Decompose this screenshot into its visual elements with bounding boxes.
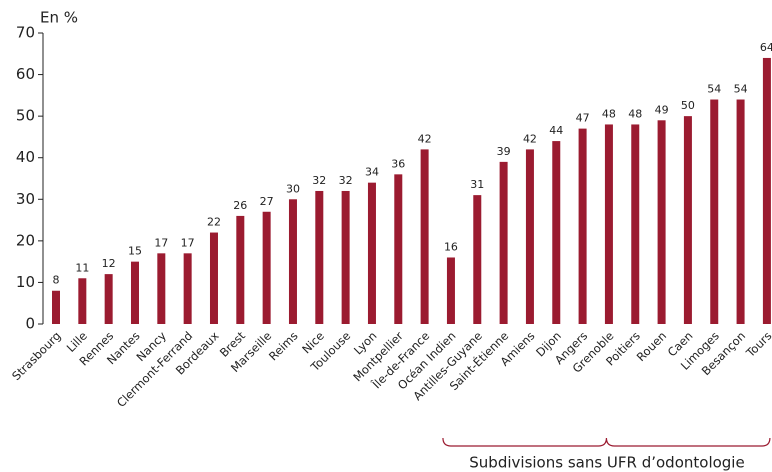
value-label: 16 bbox=[444, 240, 458, 253]
bar bbox=[446, 257, 455, 324]
bar bbox=[762, 57, 771, 324]
value-label: 11 bbox=[75, 261, 89, 274]
value-label: 48 bbox=[602, 107, 616, 120]
bar bbox=[183, 253, 192, 324]
annotation: Subdivisions sans UFR d’odontologie bbox=[469, 454, 744, 472]
value-label: 64 bbox=[760, 41, 772, 54]
bar bbox=[736, 99, 745, 324]
value-label: 47 bbox=[576, 112, 590, 125]
y-tick-label: 0 bbox=[25, 315, 35, 333]
bar bbox=[552, 141, 561, 324]
value-label: 32 bbox=[339, 174, 353, 187]
x-tick-label: Reims bbox=[266, 329, 301, 364]
bar bbox=[315, 190, 324, 324]
bar bbox=[52, 290, 60, 324]
bar bbox=[604, 124, 613, 324]
value-label: 26 bbox=[233, 199, 247, 212]
y-tick-label: 60 bbox=[16, 65, 35, 83]
x-tick-label: Rouen bbox=[634, 329, 669, 364]
bar bbox=[157, 253, 166, 324]
brace bbox=[442, 437, 771, 447]
bar bbox=[209, 232, 218, 324]
value-label: 42 bbox=[418, 132, 432, 145]
bar bbox=[341, 190, 350, 324]
bar bbox=[420, 149, 429, 324]
value-label: 17 bbox=[154, 236, 168, 249]
value-label: 50 bbox=[681, 99, 695, 112]
value-label: 8 bbox=[53, 274, 60, 287]
value-label: 36 bbox=[391, 157, 405, 170]
bar bbox=[499, 161, 508, 324]
bar bbox=[236, 215, 245, 324]
y-tick-label: 70 bbox=[16, 24, 35, 42]
value-label: 54 bbox=[707, 83, 721, 96]
bar bbox=[288, 199, 297, 324]
value-label: 27 bbox=[260, 195, 274, 208]
value-label: 42 bbox=[523, 132, 537, 145]
value-label: 44 bbox=[549, 124, 563, 137]
value-label: 32 bbox=[312, 174, 326, 187]
value-label: 15 bbox=[128, 245, 142, 258]
value-label: 22 bbox=[207, 216, 221, 229]
value-label: 12 bbox=[102, 257, 116, 270]
value-label: 48 bbox=[628, 107, 642, 120]
x-tick-label: Strasbourg bbox=[9, 329, 63, 383]
bar bbox=[104, 274, 113, 324]
bar bbox=[631, 124, 640, 324]
value-label: 31 bbox=[470, 178, 484, 191]
y-tick-label: 20 bbox=[16, 231, 35, 249]
bar bbox=[473, 195, 482, 324]
value-label: 49 bbox=[655, 103, 669, 116]
value-label: 39 bbox=[497, 145, 511, 158]
x-tick-label: Tours bbox=[743, 329, 772, 361]
bar bbox=[525, 149, 534, 324]
y-tick-label: 40 bbox=[16, 148, 35, 166]
y-axis-label: En % bbox=[40, 9, 78, 27]
value-label: 54 bbox=[734, 83, 748, 96]
bar bbox=[683, 116, 692, 325]
value-label: 17 bbox=[181, 236, 195, 249]
y-tick-label: 30 bbox=[16, 190, 35, 208]
bar bbox=[578, 128, 587, 324]
bar bbox=[78, 278, 87, 324]
bar bbox=[262, 211, 271, 324]
bar bbox=[394, 174, 403, 324]
bar bbox=[367, 182, 376, 324]
y-tick-label: 10 bbox=[16, 273, 35, 291]
bar bbox=[710, 99, 719, 324]
y-tick-label: 50 bbox=[16, 107, 35, 125]
value-label: 34 bbox=[365, 166, 379, 179]
bar bbox=[657, 120, 666, 324]
bar bbox=[130, 261, 139, 324]
value-label: 30 bbox=[286, 182, 300, 195]
